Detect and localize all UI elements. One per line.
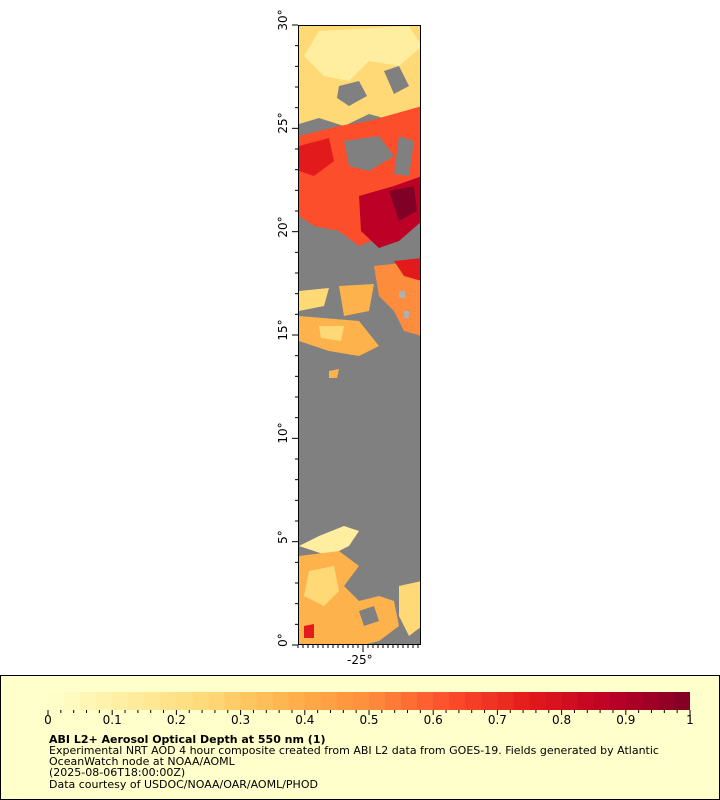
colorbar-segment bbox=[609, 692, 627, 710]
lon-label: -25° bbox=[347, 653, 373, 667]
colorbar-segment bbox=[625, 692, 643, 710]
colorbar-segment bbox=[240, 692, 258, 710]
aod-field-layer bbox=[299, 26, 420, 644]
aerosol-patch-5 bbox=[329, 369, 339, 378]
colorbar-segment bbox=[256, 692, 274, 710]
colorbar-tick-label: 0.1 bbox=[102, 713, 122, 727]
colorbar-segment bbox=[304, 692, 322, 710]
lat-label-0: 0° bbox=[276, 633, 290, 647]
colorbar-segment bbox=[577, 692, 595, 710]
colorbar-tick-label: 0.3 bbox=[231, 713, 251, 727]
colorbar-segment bbox=[128, 692, 145, 710]
colorbar-tick-label: 0.7 bbox=[487, 713, 507, 727]
legend-timestamp: (2025-08-06T18:00:00Z) bbox=[49, 766, 186, 779]
colorbar-segment bbox=[288, 692, 306, 710]
aerosol-south-gap bbox=[359, 606, 379, 626]
colorbar-segment bbox=[320, 692, 338, 710]
lat-label-30: 30° bbox=[276, 9, 290, 31]
colorbar-segment bbox=[641, 692, 659, 710]
aerosol-gap-north-2 bbox=[384, 66, 409, 94]
colorbar-segment bbox=[112, 692, 129, 710]
colorbar-segment bbox=[513, 692, 530, 710]
colorbar-segment bbox=[673, 692, 690, 710]
colorbar-tick-label: 0.5 bbox=[359, 713, 379, 727]
colorbar-segment bbox=[497, 692, 514, 710]
colorbar-segment bbox=[272, 692, 290, 710]
colorbar-tick-label: 1 bbox=[686, 713, 694, 727]
colorbar-segment bbox=[336, 692, 354, 710]
colorbar-segment bbox=[433, 692, 450, 710]
aerosol-plume-core-dark bbox=[389, 186, 417, 221]
colorbar-segment bbox=[465, 692, 482, 710]
legend-title: ABI L2+ Aerosol Optical Depth at 550 nm … bbox=[49, 733, 326, 746]
colorbar-segment bbox=[48, 692, 65, 710]
colorbar-segment bbox=[96, 692, 113, 710]
colorbar-tick-label: 0.4 bbox=[295, 713, 315, 727]
latitude-axis-ticks bbox=[292, 24, 298, 646]
colorbar-segment bbox=[64, 692, 81, 710]
lat-label-20: 20° bbox=[276, 216, 290, 238]
colorbar-segment bbox=[593, 692, 611, 710]
colorbar-segment bbox=[160, 692, 177, 710]
legend-credit: Data courtesy of USDOC/NOAA/OAR/AOML/PHO… bbox=[49, 778, 318, 791]
legend-panel: 0 0.1 0.2 0.3 0.4 0.5 0.6 0.7 0.8 0.9 1 ABI L2+ Ae… bbox=[0, 675, 720, 800]
island-2 bbox=[404, 311, 409, 318]
lat-label-5: 5° bbox=[276, 530, 290, 544]
aerosol-patch-4 bbox=[319, 326, 344, 341]
longitude-axis-ticks bbox=[297, 645, 419, 652]
aerosol-gap-mid bbox=[344, 136, 394, 171]
aod-colorbar bbox=[48, 692, 690, 710]
colorbar-tick-label: 0.8 bbox=[552, 713, 572, 727]
legend-description-line1: Experimental NRT AOD 4 hour composite cr… bbox=[49, 744, 659, 757]
colorbar-segment bbox=[208, 692, 226, 710]
colorbar-segment bbox=[352, 692, 370, 710]
aerosol-south-5 bbox=[304, 624, 314, 638]
aerosol-south-4 bbox=[399, 581, 420, 636]
colorbar-segment bbox=[224, 692, 242, 710]
aerosol-south-1 bbox=[299, 526, 359, 556]
aerosol-plume-north-pale bbox=[304, 26, 420, 81]
aerosol-gap-mid-2 bbox=[394, 136, 414, 176]
aerosol-gap-north-1 bbox=[337, 81, 367, 106]
colorbar-tick-label: 0 bbox=[44, 713, 52, 727]
colorbar-segment bbox=[369, 692, 386, 710]
aod-map bbox=[298, 25, 421, 645]
colorbar-tick-label: 0.6 bbox=[423, 713, 443, 727]
colorbar-segment bbox=[481, 692, 498, 710]
legend-description-line2: OceanWatch node at NOAA/AOML bbox=[49, 755, 235, 768]
colorbar-segment bbox=[80, 692, 97, 710]
colorbar-segment bbox=[385, 692, 402, 710]
colorbar-segment bbox=[144, 692, 161, 710]
lat-label-10: 10° bbox=[276, 422, 290, 444]
colorbar-segment bbox=[449, 692, 466, 710]
lat-label-25: 25° bbox=[276, 112, 290, 134]
colorbar-segment bbox=[192, 692, 209, 710]
colorbar-segment bbox=[561, 692, 579, 710]
colorbar-segment bbox=[545, 692, 563, 710]
colorbar-ticks bbox=[47, 710, 691, 715]
aerosol-patch-1 bbox=[299, 288, 329, 311]
lat-label-15: 15° bbox=[276, 319, 290, 341]
colorbar-segment bbox=[176, 692, 193, 710]
colorbar-tick-label: 0.9 bbox=[616, 713, 636, 727]
colorbar-segment bbox=[529, 692, 547, 710]
colorbar-tick-label: 0.2 bbox=[166, 713, 186, 727]
aerosol-south-3 bbox=[304, 566, 339, 606]
aerosol-patch-2 bbox=[339, 284, 374, 316]
colorbar-segment bbox=[417, 692, 434, 710]
colorbar-segment bbox=[657, 692, 675, 710]
aerosol-plume-edge bbox=[299, 138, 334, 176]
aerosol-plume-east-core bbox=[394, 258, 420, 281]
colorbar-segment bbox=[401, 692, 418, 710]
island-1 bbox=[399, 291, 405, 298]
